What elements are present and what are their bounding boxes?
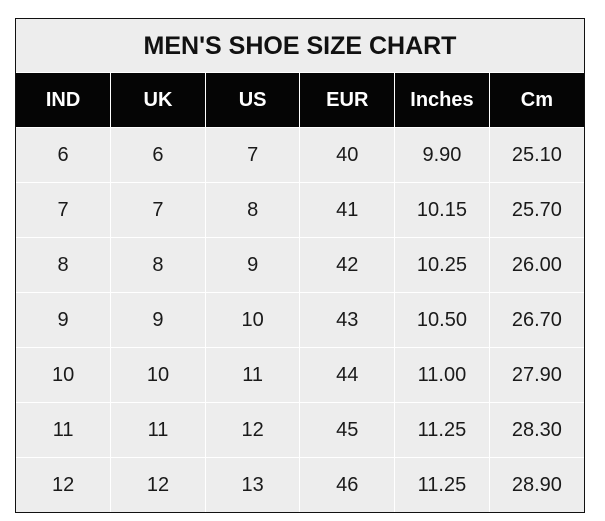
- table-cell: 25.10: [488, 127, 584, 183]
- table-cell: 13: [204, 457, 300, 512]
- table-cell: 10.15: [394, 182, 490, 238]
- table-cell: 11: [110, 402, 206, 458]
- table-cell: 11.00: [394, 347, 490, 403]
- table-row: 6 6 7 40 9.90 25.10: [16, 127, 584, 183]
- table-cell: 9: [110, 292, 206, 348]
- table-cell: 10: [204, 292, 300, 348]
- table-cell: 10.25: [394, 237, 490, 293]
- table-cell: 44: [299, 347, 395, 403]
- table-cell: 10.50: [394, 292, 490, 348]
- table-cell: 27.90: [488, 347, 584, 403]
- table-cell: 11: [16, 402, 111, 458]
- table-row: 11 11 12 45 11.25 28.30: [16, 402, 584, 458]
- column-header: Inches: [394, 73, 490, 128]
- table-cell: 12: [16, 457, 111, 512]
- table-cell: 10: [110, 347, 206, 403]
- table-cell: 6: [110, 127, 206, 183]
- table-cell: 11: [204, 347, 300, 403]
- table-cell: 7: [16, 182, 111, 238]
- column-header: UK: [110, 73, 206, 128]
- table-cell: 43: [299, 292, 395, 348]
- table-cell: 9.90: [394, 127, 490, 183]
- table-cell: 8: [110, 237, 206, 293]
- table-cell: 26.70: [488, 292, 584, 348]
- table-row: 7 7 8 41 10.15 25.70: [16, 182, 584, 238]
- table-cell: 41: [299, 182, 395, 238]
- chart-title: MEN'S SHOE SIZE CHART: [16, 19, 584, 73]
- table-row: 10 10 11 44 11.00 27.90: [16, 347, 584, 403]
- size-chart: MEN'S SHOE SIZE CHART IND UK US EUR Inches Cm…: [15, 18, 585, 513]
- table-cell: 7: [110, 182, 206, 238]
- table-cell: 45: [299, 402, 395, 458]
- table-cell: 42: [299, 237, 395, 293]
- table-row: 9 9 10 43 10.50 26.70: [16, 292, 584, 348]
- table-cell: 9: [204, 237, 300, 293]
- table-cell: 46: [299, 457, 395, 512]
- size-table: IND UK US EUR Inches Cm 6 6 7 40 9.90 25.10 7 7 8 41 10…: [16, 73, 584, 512]
- table-cell: 40: [299, 127, 395, 183]
- table-cell: 28.30: [488, 402, 584, 458]
- table-cell: 12: [204, 402, 300, 458]
- table-cell: 28.90: [488, 457, 584, 512]
- table-cell: 7: [204, 127, 300, 183]
- table-cell: 11.25: [394, 402, 490, 458]
- table-cell: 10: [16, 347, 111, 403]
- column-header: IND: [16, 73, 111, 128]
- table-cell: 8: [16, 237, 111, 293]
- table-cell: 6: [16, 127, 111, 183]
- table-cell: 8: [204, 182, 300, 238]
- column-header: Cm: [488, 73, 584, 128]
- header-row: IND UK US EUR Inches Cm: [16, 73, 584, 128]
- table-cell: 9: [16, 292, 111, 348]
- column-header: EUR: [299, 73, 395, 128]
- table-cell: 26.00: [488, 237, 584, 293]
- column-header: US: [204, 73, 300, 128]
- table-row: 12 12 13 46 11.25 28.90: [16, 457, 584, 512]
- table-row: 8 8 9 42 10.25 26.00: [16, 237, 584, 293]
- table-cell: 25.70: [488, 182, 584, 238]
- table-cell: 11.25: [394, 457, 490, 512]
- table-cell: 12: [110, 457, 206, 512]
